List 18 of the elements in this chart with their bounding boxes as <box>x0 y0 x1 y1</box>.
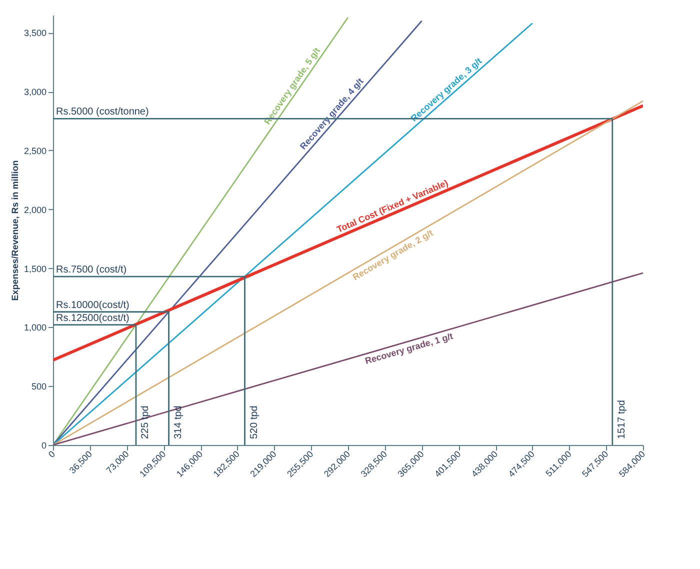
y-tick-label: 3,500 <box>24 28 46 38</box>
ref-line-label: Rs.5000 (cost/tonne) <box>56 106 149 118</box>
ref-line-label: 225 tpd <box>140 406 151 439</box>
y-tick-label: 500 <box>31 382 46 392</box>
y-axis-title: Expenses/Revenue, Rs in million <box>10 160 20 301</box>
ref-line-label: Rs.7500 (cost/t) <box>56 264 127 276</box>
ref-line-label: 520 tpd <box>248 406 260 439</box>
ref-line-label: 314 tpd <box>172 406 184 439</box>
ref-line-label: 1517 tpd <box>616 400 628 439</box>
y-tick-label: 2,500 <box>24 146 46 156</box>
x-tick-label: 0 <box>46 448 58 460</box>
y-tick-label: 1,000 <box>24 322 46 333</box>
y-tick-label: 1,500 <box>24 264 46 274</box>
ref-line-label: Rs.12500(cost/t) <box>56 312 130 324</box>
ref-line-label: Rs.10000(cost/t) <box>56 300 130 311</box>
y-tick-label: 2,000 <box>24 204 46 215</box>
y-tick-label: 0 <box>41 440 46 450</box>
y-tick-label: 3,000 <box>24 87 46 98</box>
